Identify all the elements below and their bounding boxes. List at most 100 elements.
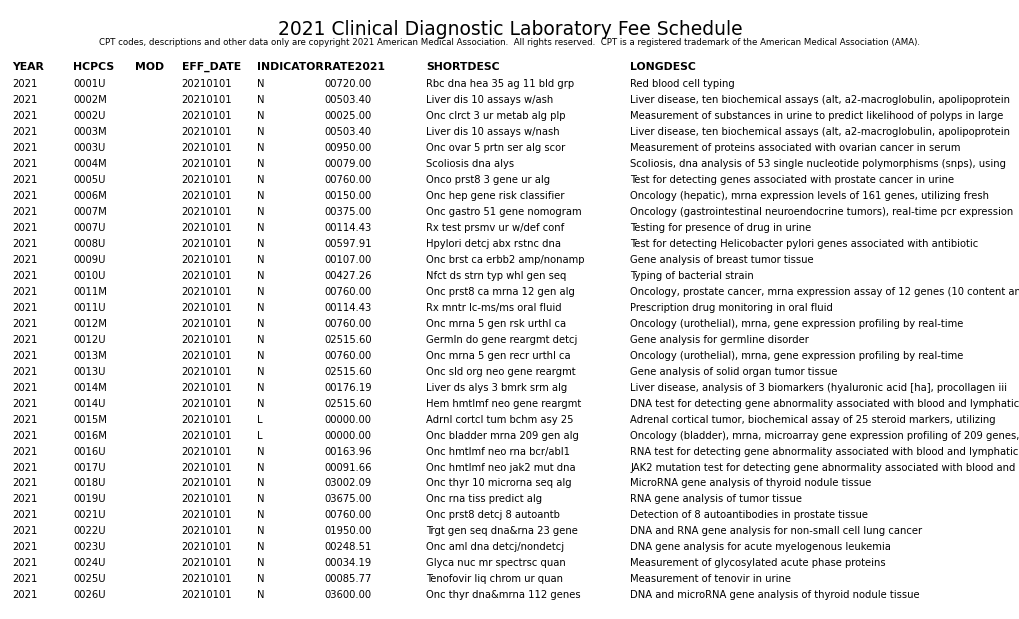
Text: 0002U: 0002U <box>73 111 106 121</box>
Text: 0001U: 0001U <box>73 79 106 89</box>
Text: 0009U: 0009U <box>73 255 106 265</box>
Text: 20210101: 20210101 <box>181 303 232 313</box>
Text: Liver disease, ten biochemical assays (alt, a2-macroglobulin, apolipoprotein: Liver disease, ten biochemical assays (a… <box>630 127 1010 137</box>
Text: 2021: 2021 <box>12 574 38 584</box>
Text: 03002.09: 03002.09 <box>324 478 371 488</box>
Text: 2021: 2021 <box>12 223 38 233</box>
Text: 0024U: 0024U <box>73 558 106 568</box>
Text: N: N <box>257 143 264 153</box>
Text: 00597.91: 00597.91 <box>324 239 372 249</box>
Text: RNA test for detecting gene abnormality associated with blood and lymphatic: RNA test for detecting gene abnormality … <box>630 446 1018 457</box>
Text: N: N <box>257 175 264 185</box>
Text: 00091.66: 00091.66 <box>324 462 372 472</box>
Text: Onc thyr 10 microrna seq alg: Onc thyr 10 microrna seq alg <box>426 478 572 488</box>
Text: N: N <box>257 303 264 313</box>
Text: Onc thyr dna&mrna 112 genes: Onc thyr dna&mrna 112 genes <box>426 591 581 600</box>
Text: 02515.60: 02515.60 <box>324 366 372 377</box>
Text: Oncology (bladder), mrna, microarray gene expression profiling of 209 genes,: Oncology (bladder), mrna, microarray gen… <box>630 431 1019 441</box>
Text: Onc gastro 51 gene nomogram: Onc gastro 51 gene nomogram <box>426 207 582 217</box>
Text: 20210101: 20210101 <box>181 591 232 600</box>
Text: 02515.60: 02515.60 <box>324 399 372 409</box>
Text: Rx mntr lc-ms/ms oral fluid: Rx mntr lc-ms/ms oral fluid <box>426 303 561 313</box>
Text: N: N <box>257 351 264 361</box>
Text: Testing for presence of drug in urine: Testing for presence of drug in urine <box>630 223 811 233</box>
Text: Onc rna tiss predict alg: Onc rna tiss predict alg <box>426 495 542 504</box>
Text: 2021: 2021 <box>12 511 38 521</box>
Text: 00085.77: 00085.77 <box>324 574 371 584</box>
Text: 2021: 2021 <box>12 351 38 361</box>
Text: N: N <box>257 446 264 457</box>
Text: 2021: 2021 <box>12 303 38 313</box>
Text: N: N <box>257 511 264 521</box>
Text: N: N <box>257 462 264 472</box>
Text: 2021: 2021 <box>12 143 38 153</box>
Text: 00248.51: 00248.51 <box>324 542 371 552</box>
Text: 20210101: 20210101 <box>181 319 232 329</box>
Text: 20210101: 20210101 <box>181 415 232 425</box>
Text: N: N <box>257 335 264 345</box>
Text: 0016U: 0016U <box>73 446 106 457</box>
Text: DNA and microRNA gene analysis of thyroid nodule tissue: DNA and microRNA gene analysis of thyroi… <box>630 591 919 600</box>
Text: Test for detecting Helicobacter pylori genes associated with antibiotic: Test for detecting Helicobacter pylori g… <box>630 239 977 249</box>
Text: 00107.00: 00107.00 <box>324 255 371 265</box>
Text: L: L <box>257 415 262 425</box>
Text: 0003U: 0003U <box>73 143 106 153</box>
Text: Trgt gen seq dna&rna 23 gene: Trgt gen seq dna&rna 23 gene <box>426 526 578 537</box>
Text: YEAR: YEAR <box>12 62 44 72</box>
Text: 00375.00: 00375.00 <box>324 207 371 217</box>
Text: 20210101: 20210101 <box>181 175 232 185</box>
Text: Nfct ds strn typ whl gen seq: Nfct ds strn typ whl gen seq <box>426 271 567 281</box>
Text: 00163.96: 00163.96 <box>324 446 372 457</box>
Text: Liver dis 10 assays w/ash: Liver dis 10 assays w/ash <box>426 95 553 105</box>
Text: Measurement of substances in urine to predict likelihood of polyps in large: Measurement of substances in urine to pr… <box>630 111 1003 121</box>
Text: 2021: 2021 <box>12 175 38 185</box>
Text: N: N <box>257 79 264 89</box>
Text: 20210101: 20210101 <box>181 159 232 169</box>
Text: 0011U: 0011U <box>73 303 106 313</box>
Text: 2021: 2021 <box>12 462 38 472</box>
Text: 02515.60: 02515.60 <box>324 335 372 345</box>
Text: N: N <box>257 558 264 568</box>
Text: 0023U: 0023U <box>73 542 106 552</box>
Text: 2021: 2021 <box>12 207 38 217</box>
Text: RNA gene analysis of tumor tissue: RNA gene analysis of tumor tissue <box>630 495 802 504</box>
Text: Onc hmtlmf neo rna bcr/abl1: Onc hmtlmf neo rna bcr/abl1 <box>426 446 570 457</box>
Text: N: N <box>257 223 264 233</box>
Text: 0019U: 0019U <box>73 495 106 504</box>
Text: Rx test prsmv ur w/def conf: Rx test prsmv ur w/def conf <box>426 223 565 233</box>
Text: 00950.00: 00950.00 <box>324 143 371 153</box>
Text: LONGDESC: LONGDESC <box>630 62 696 72</box>
Text: Onco prst8 3 gene ur alg: Onco prst8 3 gene ur alg <box>426 175 550 185</box>
Text: 20210101: 20210101 <box>181 79 232 89</box>
Text: N: N <box>257 399 264 409</box>
Text: 20210101: 20210101 <box>181 191 232 201</box>
Text: Adrenal cortical tumor, biochemical assay of 25 steroid markers, utilizing: Adrenal cortical tumor, biochemical assa… <box>630 415 995 425</box>
Text: EFF_DATE: EFF_DATE <box>181 62 240 72</box>
Text: MOD: MOD <box>135 62 164 72</box>
Text: RATE2021: RATE2021 <box>324 62 385 72</box>
Text: 20210101: 20210101 <box>181 143 232 153</box>
Text: Rbc dna hea 35 ag 11 bld grp: Rbc dna hea 35 ag 11 bld grp <box>426 79 574 89</box>
Text: 20210101: 20210101 <box>181 366 232 377</box>
Text: 0016M: 0016M <box>73 431 107 441</box>
Text: 20210101: 20210101 <box>181 495 232 504</box>
Text: Gene analysis for germline disorder: Gene analysis for germline disorder <box>630 335 808 345</box>
Text: Onc hep gene risk classifier: Onc hep gene risk classifier <box>426 191 565 201</box>
Text: 20210101: 20210101 <box>181 239 232 249</box>
Text: Oncology (urothelial), mrna, gene expression profiling by real-time: Oncology (urothelial), mrna, gene expres… <box>630 319 963 329</box>
Text: Onc prst8 ca mrna 12 gen alg: Onc prst8 ca mrna 12 gen alg <box>426 287 575 297</box>
Text: 2021: 2021 <box>12 383 38 392</box>
Text: 00760.00: 00760.00 <box>324 175 371 185</box>
Text: Liver disease, analysis of 3 biomarkers (hyaluronic acid [ha], procollagen iii: Liver disease, analysis of 3 biomarkers … <box>630 383 1007 392</box>
Text: N: N <box>257 111 264 121</box>
Text: 0008U: 0008U <box>73 239 106 249</box>
Text: 2021: 2021 <box>12 239 38 249</box>
Text: DNA and RNA gene analysis for non-small cell lung cancer: DNA and RNA gene analysis for non-small … <box>630 526 921 537</box>
Text: 2021: 2021 <box>12 127 38 137</box>
Text: Oncology (urothelial), mrna, gene expression profiling by real-time: Oncology (urothelial), mrna, gene expres… <box>630 351 963 361</box>
Text: 2021: 2021 <box>12 271 38 281</box>
Text: Measurement of proteins associated with ovarian cancer in serum: Measurement of proteins associated with … <box>630 143 960 153</box>
Text: 2021 Clinical Diagnostic Laboratory Fee Schedule: 2021 Clinical Diagnostic Laboratory Fee … <box>277 20 742 39</box>
Text: 20210101: 20210101 <box>181 431 232 441</box>
Text: 00503.40: 00503.40 <box>324 95 371 105</box>
